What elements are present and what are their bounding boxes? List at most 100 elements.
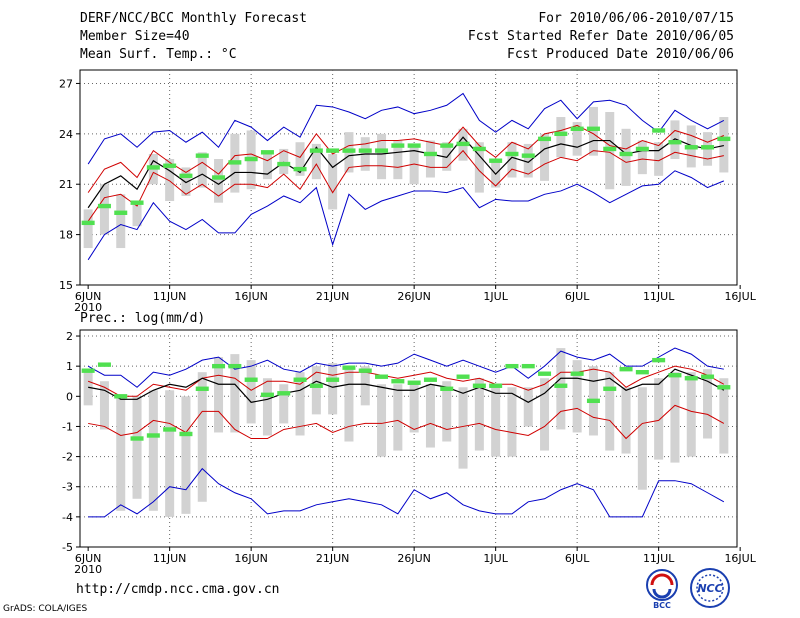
p-observed-marker: [701, 374, 715, 379]
t-spread-box: [474, 142, 484, 193]
p-y-tick-label: 2: [66, 330, 73, 343]
p-observed-marker: [440, 386, 454, 391]
t-x-year-label: 2010: [74, 301, 102, 314]
t-observed-marker: [375, 148, 389, 153]
p-spread-box: [621, 387, 631, 454]
t-spread-box: [719, 117, 729, 173]
p-x-tick-label: 1JUL: [483, 552, 508, 565]
t-observed-marker: [179, 173, 193, 179]
grads-credit: GrADS: COLA/IGES: [3, 604, 88, 614]
t-x-tick-label: 6JUN: [75, 290, 102, 303]
t-y-tick-label: 24: [59, 128, 73, 141]
t-observed-marker: [293, 166, 307, 172]
t-spread-box: [214, 159, 224, 203]
t-spread-box: [654, 142, 664, 176]
p-observed-marker: [570, 371, 584, 376]
t-spread-box: [311, 143, 321, 180]
t-observed-marker: [440, 143, 454, 148]
p-observed-marker: [114, 394, 128, 399]
t-observed-marker: [668, 140, 682, 145]
t-observed-marker: [260, 150, 274, 155]
t-observed-marker: [244, 156, 258, 162]
t-spread-box: [556, 117, 566, 158]
t-observed-marker: [97, 203, 111, 209]
t-spread-box: [328, 153, 338, 210]
p-spread-box: [393, 384, 403, 451]
p-spread-box: [409, 384, 419, 433]
t-observed-marker: [489, 158, 503, 163]
t-max-line: [87, 92, 725, 165]
t-observed-marker: [407, 143, 421, 148]
p-observed-marker: [130, 436, 144, 441]
p-observed-marker: [554, 383, 568, 388]
p-spread-box: [116, 396, 126, 511]
t-spread-box: [425, 140, 435, 178]
p-x-tick-label: 26JUN: [397, 552, 431, 565]
t-observed-marker: [423, 151, 437, 157]
t-spread-box: [99, 184, 109, 235]
p-observed-marker: [146, 433, 160, 438]
t-observed-marker: [342, 148, 356, 153]
p-observed-marker: [260, 392, 274, 397]
t-observed-marker: [619, 151, 633, 157]
p-x-year-label: 2010: [74, 563, 102, 576]
p-x-tick-label: 6JUL: [565, 552, 590, 565]
t-x-tick-label: 11JUN: [153, 290, 187, 303]
p-x-tick-label: 21JUN: [316, 552, 350, 565]
t-spread-box: [637, 140, 647, 175]
source-url[interactable]: http://cmdp.ncc.cma.gov.cn: [76, 582, 280, 597]
t-spread-box: [540, 133, 550, 181]
p-observed-marker: [538, 371, 552, 376]
t-y-tick-label: 27: [59, 77, 73, 90]
p-x-tick-label: 16JUL: [724, 552, 756, 565]
t-x-tick-label: 16JUL: [724, 290, 756, 303]
p-spread-box: [344, 366, 354, 442]
p-observed-marker: [391, 379, 405, 384]
t-observed-marker: [701, 145, 715, 150]
t-observed-marker: [717, 136, 731, 142]
p-spread-box: [458, 387, 468, 469]
p-spread-box: [654, 378, 664, 460]
p-spread-box: [246, 360, 256, 424]
p-spread-box: [165, 390, 175, 517]
t-observed-marker: [130, 200, 144, 205]
p-spread-box: [360, 366, 370, 406]
p-observed-marker: [472, 383, 486, 388]
p-spread-box: [262, 378, 272, 436]
p-spread-box: [99, 381, 109, 430]
p-observed-marker: [521, 363, 535, 369]
t-spread-box: [132, 202, 142, 227]
p-observed-marker: [668, 373, 682, 378]
t-spread-box: [523, 143, 533, 178]
p-spread-box: [491, 387, 501, 457]
t-observed-marker: [684, 145, 698, 150]
t-observed-marker: [212, 175, 226, 180]
p-spread-box: [83, 369, 93, 406]
t-y-tick-label: 21: [59, 178, 73, 191]
p-x-tick-label: 16JUN: [234, 552, 268, 565]
p-observed-marker: [179, 431, 193, 437]
p-spread-box: [295, 372, 305, 436]
p-min-line: [88, 467, 725, 518]
t-spread-box: [165, 159, 175, 202]
p-spread-box: [686, 372, 696, 457]
p-lower-line: [88, 404, 725, 440]
t-observed-marker: [326, 148, 340, 153]
p-spread-box: [556, 348, 566, 430]
p-y-tick-label: -5: [62, 541, 73, 554]
p-observed-marker: [603, 386, 617, 391]
variable-label: Mean Surf. Temp.: °C: [80, 47, 237, 62]
t-spread-box: [279, 148, 289, 175]
p-observed-marker: [358, 368, 372, 373]
t-spread-box: [588, 106, 598, 156]
p-x-tick-label: 11JUL: [643, 552, 675, 565]
p-spread-box: [540, 378, 550, 451]
t-observed-marker: [635, 146, 649, 152]
t-lower-line: [87, 149, 724, 222]
p-spread-box: [572, 360, 582, 433]
p-spread-box: [197, 372, 207, 502]
p-observed-marker: [652, 357, 666, 363]
t-observed-marker: [570, 126, 584, 131]
t-x-tick-label: 11JUL: [643, 290, 675, 303]
